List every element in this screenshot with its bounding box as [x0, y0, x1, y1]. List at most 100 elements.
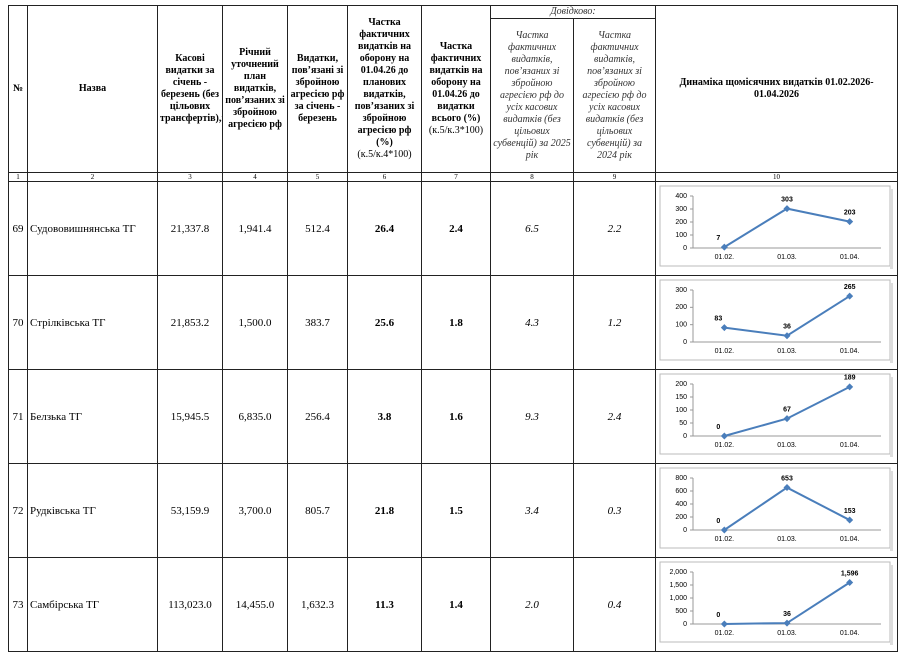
- cell: 26.4: [347, 181, 422, 276]
- y-tick-label: 400: [675, 193, 687, 200]
- column-number: 3: [157, 172, 223, 182]
- cell: 21,853.2: [157, 275, 223, 370]
- chart-shadow: [889, 565, 893, 645]
- marker: [783, 619, 791, 627]
- x-tick-label: 01.02.: [714, 630, 734, 637]
- data-row: 72 Рудківська ТГ 53,159.9 3,700.0 805.7 21.8 1…: [8, 463, 899, 558]
- cell: 2.0: [490, 557, 574, 652]
- data-row: 69 Судововишнянська ТГ 21,337.8 1,941.4 512.…: [8, 181, 899, 276]
- cell: 256.4: [287, 369, 348, 464]
- marker: [845, 292, 853, 300]
- x-tick-label: 01.03.: [777, 442, 797, 449]
- data-label: 153: [843, 508, 855, 515]
- header-formula: (к.5/к.3*100): [428, 125, 484, 136]
- x-tick-label: 01.02.: [714, 536, 734, 543]
- y-tick-label: 200: [675, 219, 687, 226]
- data-row: 71 Белзька ТГ 15,945.5 6,835.0 256.4 3.8 1.6 9.…: [8, 369, 899, 464]
- header-cell: Видатки, пов’язані зі збройною агресією …: [287, 5, 348, 173]
- header-cell: Динаміка щомісячних видатків 01.02.2026-…: [655, 5, 899, 173]
- cell: 2.4: [421, 181, 491, 276]
- x-tick-label: 01.04.: [839, 348, 859, 355]
- cell: 25.6: [347, 275, 422, 370]
- column-number: 4: [222, 172, 288, 182]
- cell: 1.6: [421, 369, 491, 464]
- x-tick-label: 01.03.: [777, 630, 797, 637]
- reference-header: Довідково:: [489, 5, 657, 19]
- data-label: 83: [714, 315, 722, 322]
- cell: 3,700.0: [222, 463, 288, 558]
- table-body: 1 2 3 4 5 6 7 8 9 10 69 Судововишнянська ТГ 21,337.8…: [8, 172, 899, 652]
- marker: [845, 218, 853, 226]
- marker: [783, 332, 791, 340]
- data-label: 1,596: [840, 570, 858, 577]
- marker: [845, 383, 853, 391]
- cell: Рудківська ТГ: [27, 463, 158, 558]
- cell: 69: [8, 181, 28, 276]
- cell: 71: [8, 369, 28, 464]
- chart-shadow: [889, 471, 893, 551]
- mini-chart: 0 200 400 600 800 01.02. 01.03. 01.04. 0 653 153: [659, 467, 893, 551]
- marker: [720, 526, 728, 534]
- header-cell: Частка фактичних видатків, пов’язаних зі…: [572, 18, 657, 173]
- data-label: 303: [781, 196, 793, 203]
- header-cell: №: [8, 5, 28, 173]
- x-tick-label: 01.02.: [714, 254, 734, 261]
- y-tick-label: 1,500: [669, 582, 687, 589]
- y-tick-label: 500: [675, 608, 687, 615]
- cell: 11.3: [347, 557, 422, 652]
- data-label: 189: [843, 375, 855, 382]
- cell: 1,941.4: [222, 181, 288, 276]
- header-cell: Касові видатки за січень - березень (без…: [157, 5, 223, 173]
- marker: [845, 579, 853, 587]
- column-number: 10: [655, 172, 899, 182]
- y-tick-label: 100: [675, 322, 687, 329]
- data-row: 70 Стрілківська ТГ 21,853.2 1,500.0 383.7 25.…: [8, 275, 899, 370]
- data-label: 7: [716, 235, 720, 242]
- cell: 2.2: [572, 181, 657, 276]
- y-tick-label: 1,000: [669, 595, 687, 602]
- y-tick-label: 2,000: [669, 569, 687, 576]
- y-tick-label: 0: [683, 433, 687, 440]
- y-tick-label: 200: [675, 381, 687, 388]
- mini-chart: 0 50 100 150 200 01.02. 01.03. 01.04. 0 67 189: [659, 373, 893, 457]
- y-tick-label: 100: [675, 232, 687, 239]
- data-label: 653: [781, 475, 793, 482]
- cell: 6,835.0: [222, 369, 288, 464]
- cell: Судововишнянська ТГ: [27, 181, 158, 276]
- column-number: 8: [490, 172, 574, 182]
- cell: 3.8: [347, 369, 422, 464]
- header-cell: Частка фактичних видатків на оборону на …: [421, 5, 491, 173]
- cell: 4.3: [490, 275, 574, 370]
- y-tick-label: 300: [675, 287, 687, 294]
- chart-cell: 0 50 100 150 200 01.02. 01.03. 01.04. 0 67 189: [655, 369, 899, 464]
- header-text: Частка фактичних видатків на оборону на …: [429, 41, 483, 124]
- chart-shadow: [889, 283, 893, 363]
- data-label: 0: [716, 612, 720, 619]
- cell: 53,159.9: [157, 463, 223, 558]
- header-text: Частка фактичних видатків на оборону на …: [354, 17, 415, 148]
- cell: 15,945.5: [157, 369, 223, 464]
- column-number-row: 1 2 3 4 5 6 7 8 9 10: [8, 172, 899, 182]
- column-number: 7: [421, 172, 491, 182]
- column-number: 2: [27, 172, 158, 182]
- x-tick-label: 01.03.: [777, 254, 797, 261]
- column-number: 6: [347, 172, 422, 182]
- chart-shadow: [889, 377, 893, 457]
- marker: [783, 415, 791, 423]
- cell: Самбірська ТГ: [27, 557, 158, 652]
- cell: 1.2: [572, 275, 657, 370]
- header-cell: Частка фактичних видатків, пов’язаних зі…: [490, 18, 574, 173]
- marker: [720, 324, 728, 332]
- x-tick-label: 01.04.: [839, 254, 859, 261]
- cell: 383.7: [287, 275, 348, 370]
- x-tick-label: 01.02.: [714, 348, 734, 355]
- header-row: № Назва Касові видатки за січень - берез…: [8, 5, 899, 173]
- marker: [720, 620, 728, 628]
- data-label: 203: [843, 209, 855, 216]
- y-tick-label: 600: [675, 488, 687, 495]
- x-tick-label: 01.03.: [777, 536, 797, 543]
- chart-frame: [659, 279, 891, 361]
- x-tick-label: 01.02.: [714, 442, 734, 449]
- chart-cell: 0 500 1,000 1,500 2,000 01.02. 01.03. 01.04. 0 36…: [655, 557, 899, 652]
- data-row: 73 Самбірська ТГ 113,023.0 14,455.0 1,632.3 1…: [8, 557, 899, 652]
